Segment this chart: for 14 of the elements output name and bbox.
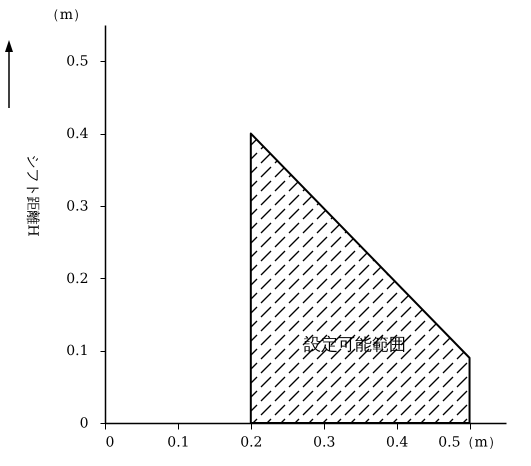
x-tick-label: 0.1 <box>167 434 190 450</box>
x-tick-label: 0.4 <box>386 434 408 450</box>
x-tick-label: 0.5（m） <box>438 434 502 450</box>
y-tick-label: 0.2 <box>66 270 88 287</box>
text: （m） <box>46 7 87 23</box>
y-tick-label: 0.1 <box>66 343 88 360</box>
y-tick-label: 0.4 <box>66 126 89 142</box>
y-axis-title: シフト距離H <box>24 154 40 237</box>
x-tick-label: 0.2 <box>240 434 262 450</box>
x-tick-label: 0.3 <box>313 434 336 450</box>
x-tick-label: 0 <box>106 434 114 450</box>
y-tick-label: 0.3 <box>66 198 88 214</box>
y-tick-label: 0.5 <box>66 54 88 70</box>
y-tick-label: 0 <box>80 416 88 432</box>
